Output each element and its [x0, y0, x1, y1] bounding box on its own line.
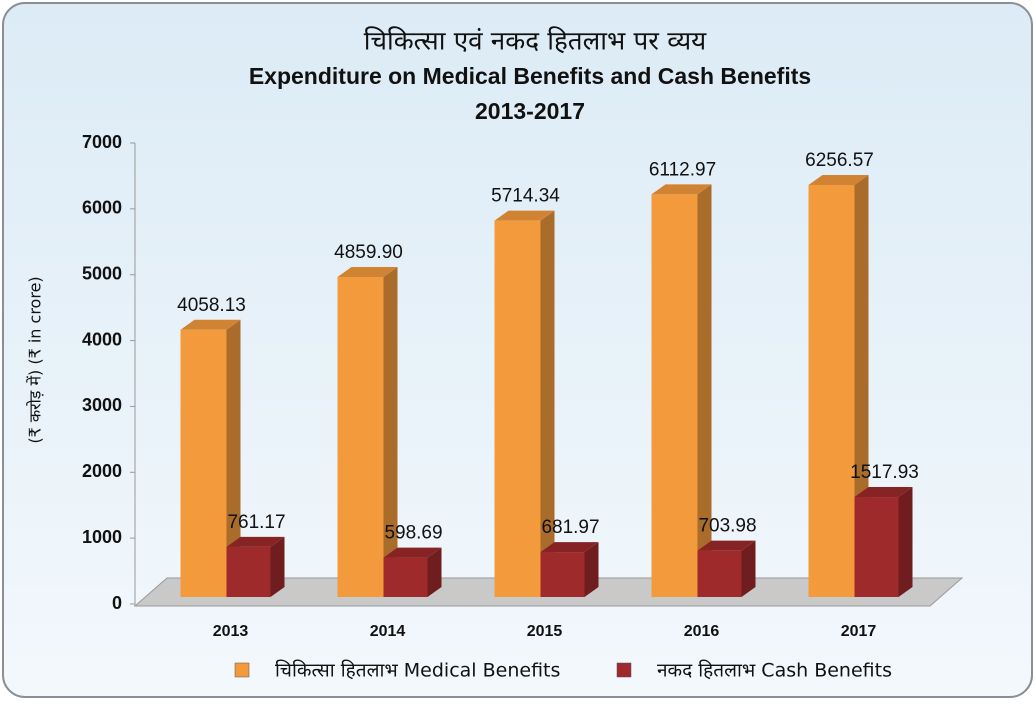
data-label: 681.97	[541, 517, 599, 538]
bar	[854, 497, 899, 597]
bar-side	[540, 210, 555, 597]
bar-side	[383, 266, 398, 597]
legend-label: चिकित्सा हितलाभ Medical Benefits	[275, 659, 560, 682]
bar-top	[226, 536, 285, 547]
data-label: 4058.13	[177, 295, 246, 316]
bar-side	[270, 536, 285, 597]
legend-swatch	[616, 662, 632, 678]
x-tick-label: 2016	[684, 623, 720, 640]
bar-top	[180, 319, 241, 330]
chart-title: Expenditure on Medical Benefits and Cash…	[249, 63, 811, 89]
bar	[697, 550, 742, 597]
bar-top	[651, 184, 712, 195]
data-label: 6256.57	[805, 150, 874, 171]
bar-top	[540, 542, 599, 553]
bar-side	[226, 319, 241, 597]
bar-top	[337, 266, 398, 277]
bar	[383, 557, 428, 597]
bar	[494, 220, 541, 597]
bar-side	[584, 542, 599, 597]
data-label: 598.69	[384, 523, 442, 544]
bar-top	[697, 540, 756, 551]
y-axis-label: (₹ करोड़ में) (₹ in crore)	[26, 276, 45, 443]
y-tick-label: 4000	[82, 329, 122, 349]
bar-top	[494, 210, 555, 221]
bar	[540, 552, 585, 597]
bar	[180, 329, 227, 597]
chart-title-hindi: चिकित्सा एवं नकद हितलाभ पर व्यय	[364, 26, 707, 57]
bar-side	[427, 547, 442, 597]
bar-top	[808, 174, 869, 185]
y-tick-label: 1000	[82, 527, 122, 547]
bar-side	[741, 540, 756, 597]
x-tick-label: 2013	[213, 623, 249, 640]
data-label: 4859.90	[334, 242, 403, 263]
bar	[651, 194, 698, 597]
x-tick-label: 2017	[841, 623, 877, 640]
bar-side	[697, 184, 712, 597]
chart-title-years: 2013-2017	[475, 98, 585, 124]
bar	[808, 184, 855, 597]
x-tick-label: 2014	[370, 623, 406, 640]
bar	[337, 276, 384, 597]
y-tick-label: 3000	[82, 395, 122, 415]
bar-top	[383, 547, 442, 558]
y-tick-label: 5000	[82, 263, 122, 283]
y-tick-label: 7000	[82, 132, 122, 152]
data-label: 761.17	[227, 512, 285, 533]
legend-swatch	[234, 662, 250, 678]
bar-top	[854, 487, 913, 498]
data-label: 5714.34	[491, 186, 560, 207]
y-tick-label: 6000	[82, 198, 122, 218]
bar-side	[898, 487, 913, 597]
y-tick-label: 0	[112, 593, 122, 613]
bar	[226, 546, 271, 597]
data-label: 703.98	[698, 516, 756, 537]
legend-label: नकद हितलाभ Cash Benefits	[657, 659, 892, 682]
data-label: 6112.97	[649, 159, 716, 180]
y-tick-label: 2000	[82, 461, 122, 481]
x-tick-label: 2015	[527, 623, 563, 640]
data-label: 1517.93	[850, 462, 919, 483]
